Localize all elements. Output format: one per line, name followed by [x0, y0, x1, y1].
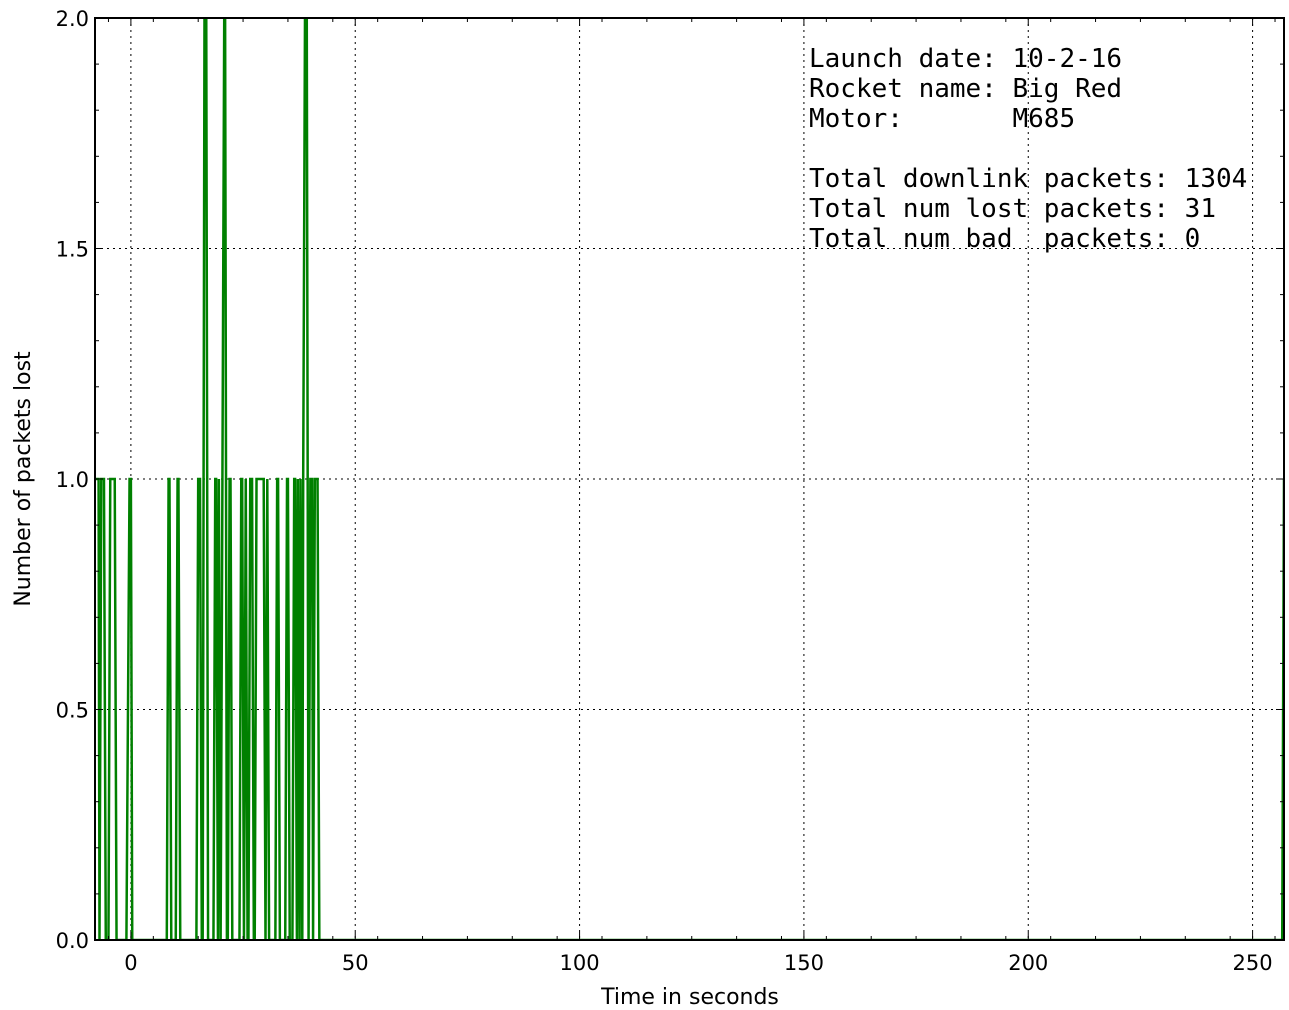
y-axis-label: Number of packets lost: [11, 351, 36, 607]
x-tick-label: 100: [560, 951, 600, 975]
annotation-line: Launch date: 10-2-16: [809, 44, 1122, 74]
y-tick-label: 2.0: [56, 7, 89, 31]
x-axis-label: Time in seconds: [600, 985, 779, 1010]
x-tick-label: 150: [784, 951, 824, 975]
y-tick-label: 0.5: [56, 699, 89, 723]
y-tick-label: 0.0: [56, 929, 89, 953]
x-tick-label: 50: [342, 951, 369, 975]
annotation-line: Total num bad packets: 0: [809, 224, 1200, 254]
annotation-line: Rocket name: Big Red: [809, 74, 1122, 104]
x-tick-label: 250: [1233, 951, 1273, 975]
y-tick-label: 1.5: [56, 238, 89, 262]
annotation-line: Total num lost packets: 31: [809, 194, 1216, 224]
x-tick-label: 0: [124, 951, 137, 975]
series-layer: [95, 18, 1284, 940]
y-tick-label: 1.0: [56, 468, 89, 492]
tick-layer: 0 50 100 150 200 250 0.0 0.5 1.0 1.5 2.0: [56, 7, 1284, 975]
annotation-line: Total downlink packets: 1304: [809, 164, 1247, 194]
series-line-0: [95, 18, 1284, 940]
annotation-line: Motor: M685: [809, 104, 1075, 134]
x-tick-label: 200: [1008, 951, 1048, 975]
